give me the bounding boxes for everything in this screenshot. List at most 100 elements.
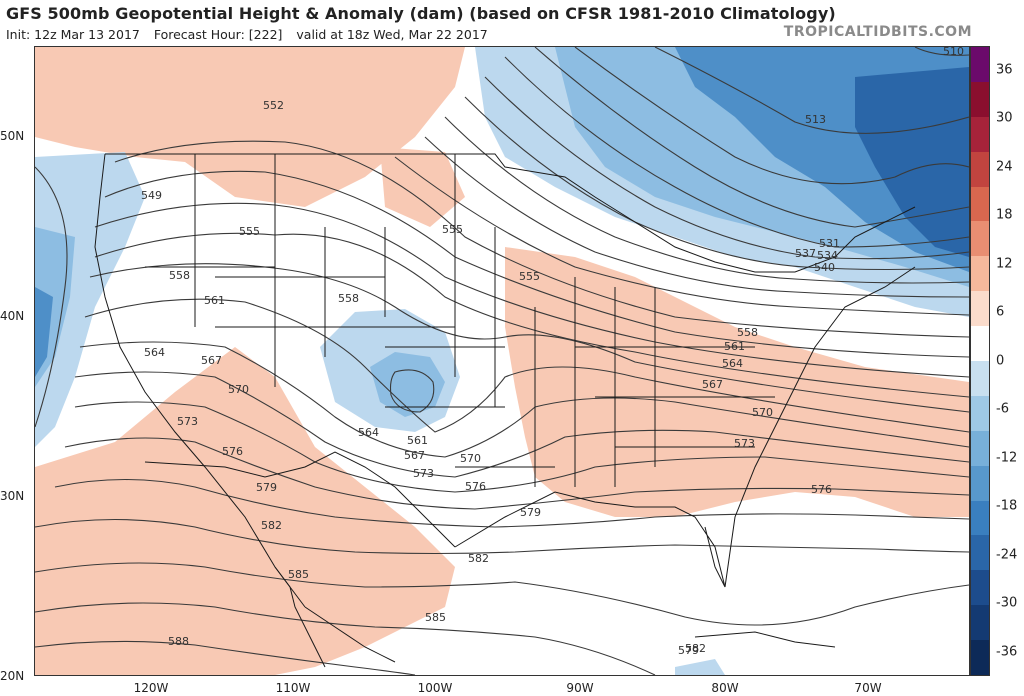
contour-label: 579 (520, 506, 541, 519)
colorbar-label: 30 (996, 110, 1013, 126)
map-canvas: 552 549 555 558 561 564 567 570 573 576 … (35, 47, 969, 675)
colorbar-segment (971, 47, 989, 83)
anomaly-neg-pacific-deep (35, 287, 53, 377)
contour-label: 585 (288, 568, 309, 581)
contour-555 (94, 232, 969, 398)
anomaly-pos-northwest (35, 47, 465, 207)
contour-label: 561 (204, 294, 225, 307)
border-us-mexico (144, 451, 456, 548)
valid-time: valid at 18z Wed, Mar 22 2017 (296, 27, 488, 42)
contour-534 (444, 116, 969, 284)
contour-label: 567 (201, 354, 222, 367)
lat-label-40n: 40N (0, 309, 25, 323)
contour-528 (484, 76, 969, 260)
map-title: GFS 500mb Geopotential Height & Anomaly … (6, 4, 836, 23)
contour-label: 567 (702, 378, 723, 391)
contour-label: 555 (239, 225, 260, 238)
anomaly-colorbar (970, 46, 990, 676)
contour-label: 558 (338, 292, 359, 305)
init-time: Init: 12z Mar 13 2017 (6, 27, 140, 42)
colorbar-label: -6 (996, 401, 1009, 417)
contour-cutoff-inner (389, 369, 435, 413)
colorbar-segment (971, 326, 989, 362)
colorbar-segment (971, 291, 989, 327)
anomaly-neg-caribbean (675, 659, 725, 675)
colorbar-segment (971, 535, 989, 571)
contour-537 (424, 136, 969, 298)
contour-label: 582 (685, 642, 706, 655)
coast-atlantic (724, 266, 916, 588)
colorbar-segment (971, 186, 989, 222)
contour-573 (64, 437, 969, 510)
contour-label: 552 (263, 99, 284, 112)
contour-549 (104, 170, 969, 358)
forecast-hour: Forecast Hour: [222] (153, 27, 283, 42)
contour-label: 561 (407, 434, 428, 447)
mexico-coast (274, 566, 396, 668)
colorbar-label: 24 (996, 159, 1013, 175)
contour-540 (394, 156, 969, 316)
lon-label-110w: 110W (275, 681, 311, 695)
colorbar-label: -30 (996, 595, 1018, 611)
contour-513 (654, 47, 969, 134)
colorbar-segment (971, 395, 989, 432)
colorbar-segment (971, 151, 989, 188)
contour-label: 534 (817, 249, 838, 262)
lon-label-70w: 70W (854, 681, 882, 695)
contour-label: 570 (228, 383, 249, 396)
state-lines-west (145, 154, 455, 387)
colorbar-label: 18 (996, 207, 1013, 223)
map-subtitle: Init: 12z Mar 13 2017 Forecast Hour: [22… (6, 27, 498, 42)
colorbar-label: 12 (996, 256, 1013, 272)
anomaly-pos-southeast (505, 247, 969, 517)
contour-label: 570 (460, 452, 481, 465)
coast-pacific (94, 153, 306, 608)
contour-label: 579 (678, 644, 699, 657)
colorbar-label: -24 (996, 547, 1018, 563)
colorbar-label: -18 (996, 498, 1018, 514)
contour-567 (74, 371, 969, 478)
contour-label: 573 (413, 467, 434, 480)
contour-585 (35, 602, 656, 675)
contour-510 (914, 47, 969, 56)
contour-label: 588 (168, 635, 189, 648)
caribbean-islands (694, 631, 836, 648)
contour-579 (35, 518, 969, 555)
contour-564 (79, 341, 969, 458)
contour-label: 570 (752, 406, 773, 419)
contour-label: 549 (141, 189, 162, 202)
political-boundaries (94, 153, 916, 668)
colorbar-label: -12 (996, 450, 1018, 466)
coast-gulf (454, 491, 726, 588)
state-lines-east (574, 277, 775, 487)
contour-label: 585 (425, 611, 446, 624)
lon-label-100w: 100W (417, 681, 453, 695)
contour-552 (94, 202, 969, 378)
contour-519 (574, 47, 969, 185)
contour-576 (54, 478, 969, 528)
lon-label-90w: 90W (566, 681, 594, 695)
contour-label: 555 (519, 270, 540, 283)
anomaly-pos-central-small (380, 147, 465, 227)
colorbar-segment (971, 500, 989, 536)
contour-label: 576 (222, 445, 243, 458)
map-panel: 552 549 555 558 561 564 567 570 573 576 … (34, 46, 970, 676)
colorbar-segment (971, 361, 989, 397)
state-lines-central (385, 154, 555, 487)
lon-label-120w: 120W (133, 681, 169, 695)
contour-582 (35, 562, 969, 626)
colorbar-segment (971, 605, 989, 641)
contour-label: 558 (737, 326, 758, 339)
colorbar-segment (971, 81, 989, 118)
contour-531 (464, 96, 969, 271)
contour-561 (84, 298, 969, 433)
lon-label-80w: 80W (711, 681, 739, 695)
colorbar-label: -36 (996, 644, 1018, 660)
anomaly-pos-southwest (35, 347, 455, 675)
contour-labels: 552 549 555 558 561 564 567 570 573 576 … (141, 47, 964, 657)
contour-label: 555 (442, 223, 463, 236)
lat-label-50n: 50N (0, 129, 25, 143)
contour-label: 573 (177, 415, 198, 428)
colorbar-segment (971, 221, 989, 257)
border-canada-us (105, 153, 916, 273)
